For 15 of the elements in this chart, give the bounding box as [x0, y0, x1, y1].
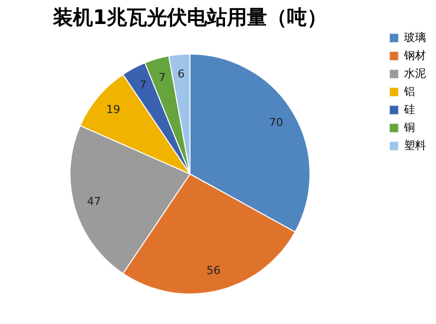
legend-label: 钢材 [403, 49, 426, 62]
legend-label: 硅 [403, 103, 415, 116]
data-label: 47 [86, 194, 101, 208]
data-label: 6 [178, 67, 185, 80]
legend-label: 铜 [403, 121, 415, 134]
legend-label: 铝 [403, 85, 415, 98]
data-label: 7 [140, 78, 147, 92]
legend-label: 水泥 [404, 67, 426, 80]
legend-label: 塑料 [404, 139, 426, 152]
data-label: 7 [158, 70, 166, 84]
data-label: 70 [269, 116, 284, 130]
data-label: 56 [206, 264, 220, 278]
data-label: 19 [106, 102, 120, 116]
chart-title: 装机1兆瓦光伏电站用量（吨） [52, 5, 327, 29]
legend-label: 玻璃 [404, 31, 426, 44]
